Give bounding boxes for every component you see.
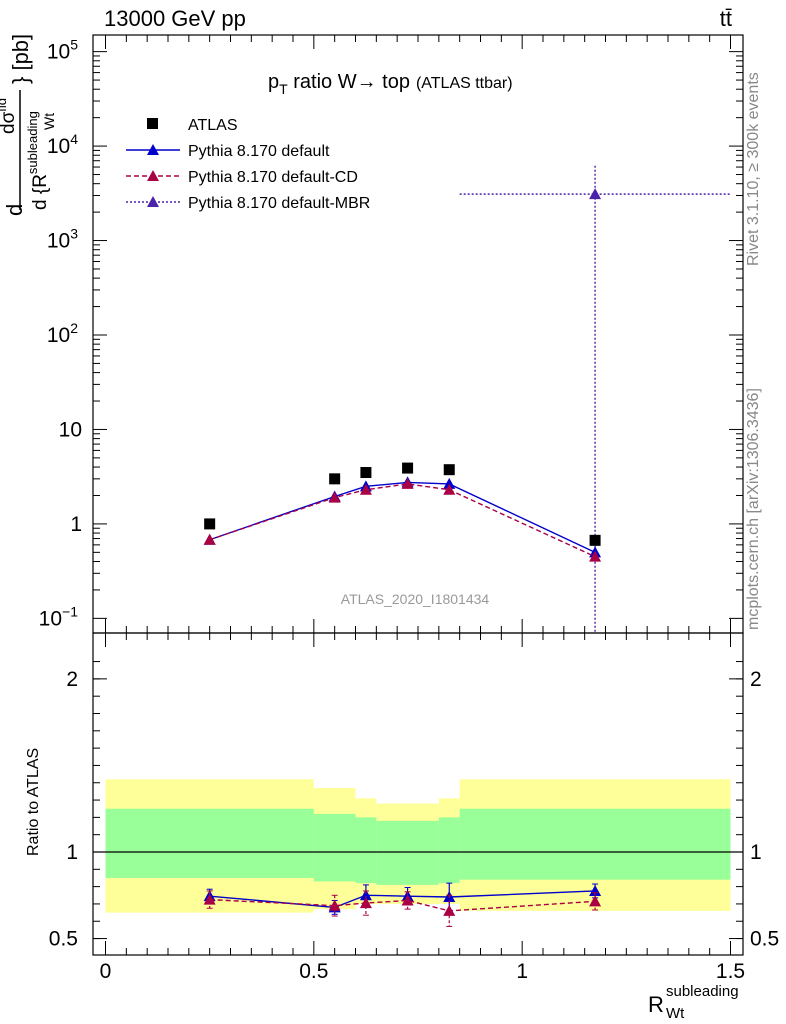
- y-axis-label-den-sup: subleading: [25, 111, 40, 174]
- y-axis-label-num-main: dσ: [0, 111, 19, 134]
- y-axis-label-num: dσfid: [0, 98, 19, 134]
- y-axis-label-close: } [pb]: [8, 34, 33, 84]
- y-axis-label: d dσfid d {Rsubleading Wt } [pb]: [0, 34, 57, 216]
- y-axis-label-den-sub: Wt: [41, 113, 57, 130]
- ratio-y-tick-label-right: 2: [750, 668, 762, 691]
- process-label: tt̄: [720, 6, 732, 31]
- ratio-series-marker: [401, 894, 414, 906]
- x-tick-label: 1.5: [716, 960, 745, 983]
- ratio-series-marker: [589, 895, 602, 907]
- uncertainty-band-inner: [438, 817, 460, 884]
- y-tick-label: 10: [59, 418, 82, 441]
- uncertainty-band-inner: [105, 808, 314, 878]
- legend: ATLAS Pythia 8.170 default Pythia 8.170 de…: [126, 117, 370, 212]
- x-axis-label-sup: subleading: [666, 983, 739, 1000]
- x-axis-label-sub: Wt: [666, 1005, 685, 1022]
- uncertainty-band-inner: [459, 808, 731, 880]
- y-tick-label-base: 10: [47, 324, 70, 347]
- y-tick-label-base: 10: [47, 135, 70, 158]
- legend-label: ATLAS: [188, 117, 238, 134]
- y-tick-label: 103: [47, 226, 78, 253]
- y-tick-label: 102: [47, 320, 78, 347]
- y-tick-label-exponent: 5: [70, 37, 78, 53]
- y-tick-label: 1: [70, 513, 82, 536]
- x-axis-label-main: R: [648, 992, 664, 1017]
- ratio-y-tick-label: 0.5: [49, 928, 78, 951]
- y-tick-label-base: 10: [39, 607, 62, 630]
- plot-title-main: p: [268, 71, 279, 93]
- series-marker: [203, 533, 216, 545]
- energy-label: 13000 GeV pp: [104, 6, 246, 31]
- y-axis-label-d: d: [2, 204, 27, 216]
- y-tick-label-base: 10: [47, 230, 70, 253]
- analysis-watermark: ATLAS_2020_I1801434: [341, 591, 490, 607]
- uncertainty-band-inner: [376, 820, 439, 885]
- ratio-y-tick-label: 1: [66, 841, 78, 864]
- series-marker: [328, 491, 341, 503]
- y-axis-label-num-sup: fid: [0, 98, 9, 112]
- plot-title-sub: T: [279, 81, 288, 97]
- legend-marker: [147, 170, 159, 181]
- ratio-series-marker: [328, 899, 341, 911]
- legend-marker: [147, 144, 159, 155]
- x-axis-label: R: [648, 992, 664, 1017]
- series-line: [209, 481, 596, 553]
- series-marker: [443, 483, 456, 495]
- y-tick-label-base: 10: [47, 41, 70, 64]
- series-line: [209, 483, 596, 558]
- atlas-data-marker: [204, 518, 216, 530]
- ratio-series-marker: [203, 893, 216, 905]
- legend-marker: [147, 196, 159, 207]
- ratio-series-marker: [359, 889, 372, 901]
- mcplots-reference-label: mcplots.cern.ch [arXiv:1306.3436]: [745, 388, 762, 630]
- atlas-data-marker: [443, 464, 455, 476]
- uncertainty-band-inner: [313, 813, 356, 882]
- ratio-series-line: [209, 890, 596, 909]
- series-marker: [401, 477, 414, 489]
- ratio-panel: 0.5 0.5 1 1 2 2 0 0.5 1 1.5 Ratio to ATLAS R subl…: [25, 632, 779, 1022]
- x-tick-label: 1: [516, 960, 528, 983]
- uncertainty-band-inner: [355, 817, 377, 884]
- rivet-version-label: Rivet 3.1.10, ≥ 300k events: [745, 72, 762, 266]
- ratio-y-axis-label: Ratio to ATLAS: [25, 748, 42, 856]
- ratio-y-tick-label-right: 0.5: [750, 928, 779, 951]
- mbr-marker: [589, 188, 602, 200]
- legend-label: Pythia 8.170 default-MBR: [188, 195, 370, 212]
- ratio-y-tick-label-right: 1: [750, 841, 762, 864]
- y-tick-label-base: 10: [59, 418, 82, 441]
- plot-title: pT ratio W→ top (ATLAS ttbar): [268, 71, 513, 97]
- legend-marker: [147, 118, 158, 129]
- plot-title-small: (ATLAS ttbar): [416, 75, 513, 92]
- y-tick-label: 10−1: [39, 603, 79, 630]
- atlas-data-marker: [402, 462, 414, 474]
- plot-title-rest: ratio W→ top: [288, 71, 410, 93]
- y-tick-label-base: 1: [70, 513, 82, 536]
- series-marker: [443, 477, 456, 489]
- y-tick-label-exponent: 4: [70, 131, 78, 147]
- legend-label: Pythia 8.170 default-CD: [188, 169, 358, 186]
- series-marker: [589, 550, 602, 562]
- y-tick-label-exponent: −1: [62, 603, 78, 619]
- atlas-data-marker: [329, 473, 341, 485]
- y-axis-label-den-main: d {R: [30, 174, 51, 210]
- x-tick-label: 0: [100, 960, 112, 983]
- ratio-y-tick-label: 2: [66, 668, 78, 691]
- legend-label: Pythia 8.170 default: [188, 143, 330, 160]
- atlas-data-marker: [589, 534, 601, 546]
- y-tick-label: 104: [47, 131, 78, 158]
- ratio-series-marker: [589, 884, 602, 896]
- ratio-series-line: [209, 898, 596, 912]
- x-tick-label: 0.5: [299, 960, 328, 983]
- y-tick-label: 105: [47, 37, 78, 64]
- atlas-data-marker: [360, 467, 372, 479]
- y-axis-label-den: d {Rsubleading: [25, 111, 51, 210]
- series-marker: [359, 483, 372, 495]
- ratio-series-marker: [443, 904, 456, 916]
- ratio-series-marker: [359, 897, 372, 909]
- y-tick-label-exponent: 2: [70, 320, 78, 336]
- y-tick-label-exponent: 3: [70, 226, 78, 242]
